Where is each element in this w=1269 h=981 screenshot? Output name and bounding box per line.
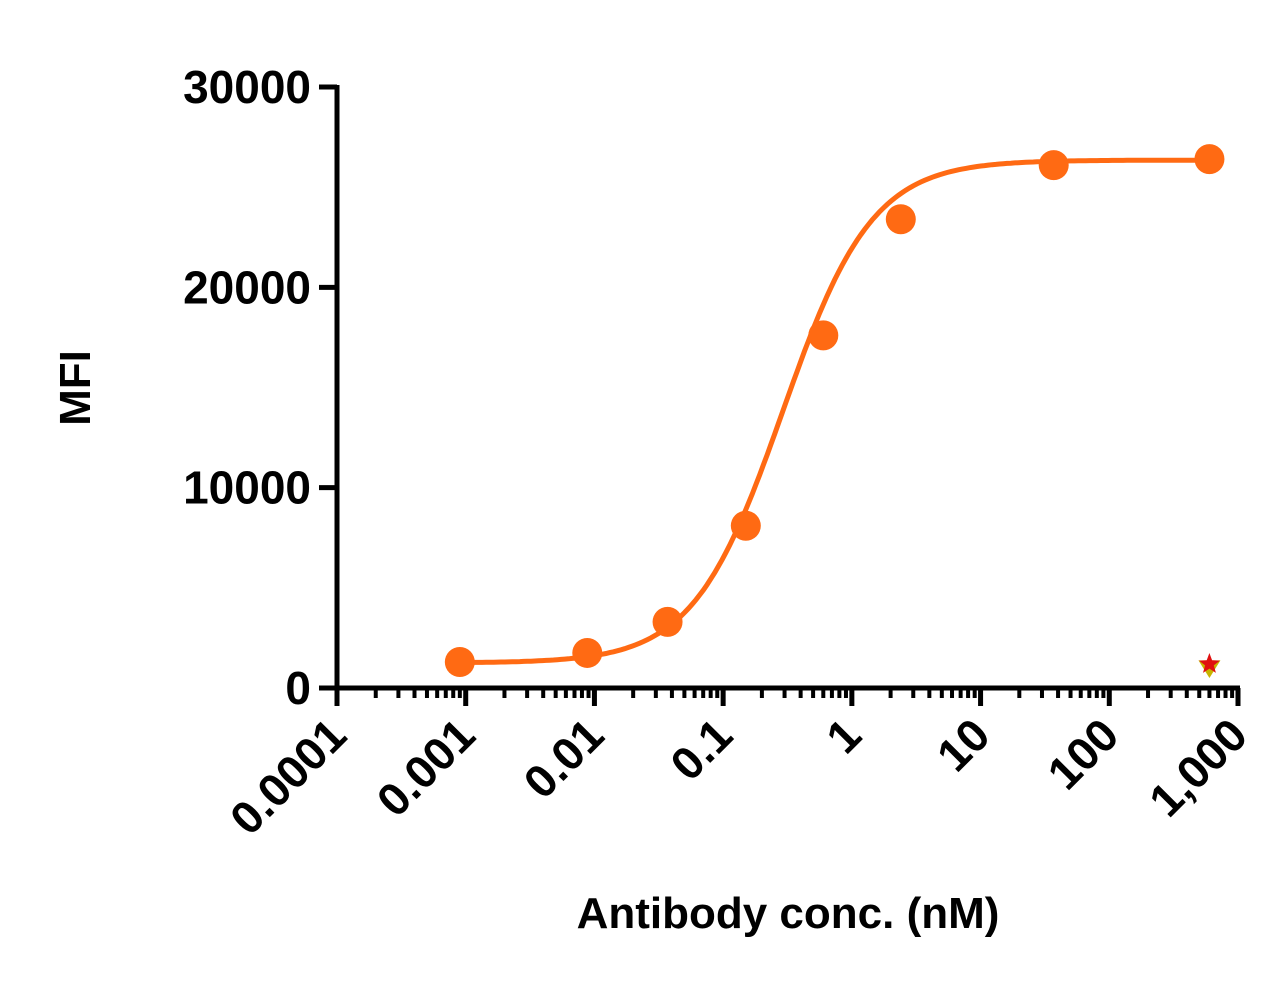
data-point	[1038, 150, 1069, 181]
x-tick-label: 0.01	[513, 708, 613, 808]
x-axis-title: Antibody conc. (nM)	[577, 889, 1000, 938]
data-point	[444, 646, 475, 677]
data-point	[572, 637, 603, 668]
data-point	[808, 320, 839, 351]
data-point	[885, 204, 916, 235]
control-point-star	[1199, 653, 1220, 673]
data-point	[1194, 144, 1225, 175]
y-axis-ticks: 0 10000 20000 30000	[183, 61, 337, 714]
fit-curve-layer	[459, 157, 1210, 666]
y-tick-label: 30000	[183, 61, 311, 113]
x-tick-label: 0.001	[367, 708, 485, 826]
x-axis-ticks: 0.0001 0.001 0.01 0.1 1 10 100 1,000	[220, 688, 1257, 845]
fit-curve	[459, 157, 1210, 666]
data-point	[730, 510, 761, 541]
x-tick-label: 100	[1037, 708, 1128, 799]
y-axis-title: MFI	[51, 350, 100, 426]
x-tick-label: 1,000	[1139, 708, 1257, 826]
x-tick-label: 10	[927, 708, 1000, 781]
y-tick-label: 0	[285, 662, 311, 714]
x-tick-label: 1	[816, 708, 871, 763]
x-tick-label: 0.0001	[220, 708, 356, 844]
x-tick-label: 0.1	[660, 708, 742, 790]
y-tick-label: 10000	[183, 462, 311, 514]
data-point	[652, 606, 683, 637]
data-points	[444, 144, 1225, 678]
control-point-triangle	[1198, 660, 1221, 678]
axes	[334, 85, 1240, 691]
y-tick-label: 20000	[183, 261, 311, 313]
